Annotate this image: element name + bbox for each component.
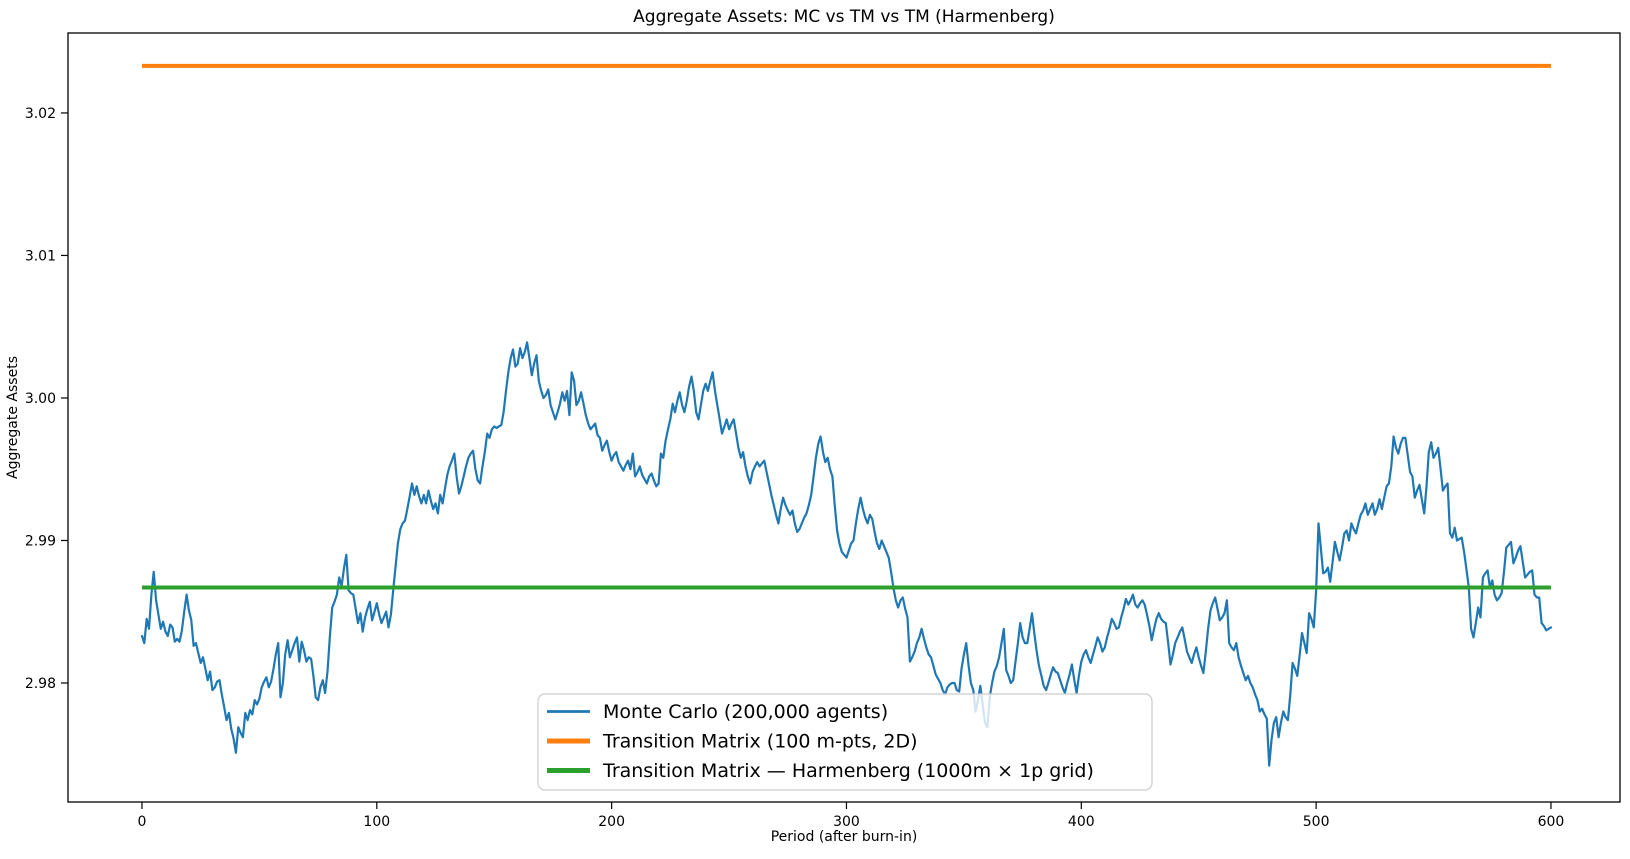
- x-tick-label: 100: [363, 814, 390, 830]
- legend-box: [537, 693, 1153, 791]
- chart-title: Aggregate Assets: MC vs TM vs TM (Harmen…: [633, 7, 1055, 27]
- x-tick-label: 500: [1303, 814, 1330, 830]
- axes-frame: [67, 32, 1621, 803]
- y-tick-label: 2.99: [25, 533, 56, 549]
- x-tick-label: 400: [1068, 814, 1095, 830]
- y-tick-label: 3.01: [25, 248, 56, 264]
- x-axis-label: Period (after burn-in): [771, 829, 918, 845]
- y-axis-label: Aggregate Assets: [5, 356, 21, 479]
- x-tick-label: 0: [138, 814, 147, 830]
- legend-entry-label: Transition Matrix (100 m-pts, 2D): [602, 731, 917, 753]
- x-tick-label: 200: [598, 814, 625, 830]
- x-tick-label: 600: [1538, 814, 1565, 830]
- y-tick-label: 2.98: [25, 676, 56, 692]
- y-tick-label: 3.02: [25, 106, 56, 122]
- legend-entry-label: Transition Matrix — Harmenberg (1000m × …: [602, 760, 1094, 782]
- series-monte-carlo: [140, 341, 1553, 767]
- legend-entry-label: Monte Carlo (200,000 agents): [603, 701, 888, 723]
- y-tick-label: 3.00: [25, 391, 56, 407]
- x-tick-label: 300: [833, 814, 860, 830]
